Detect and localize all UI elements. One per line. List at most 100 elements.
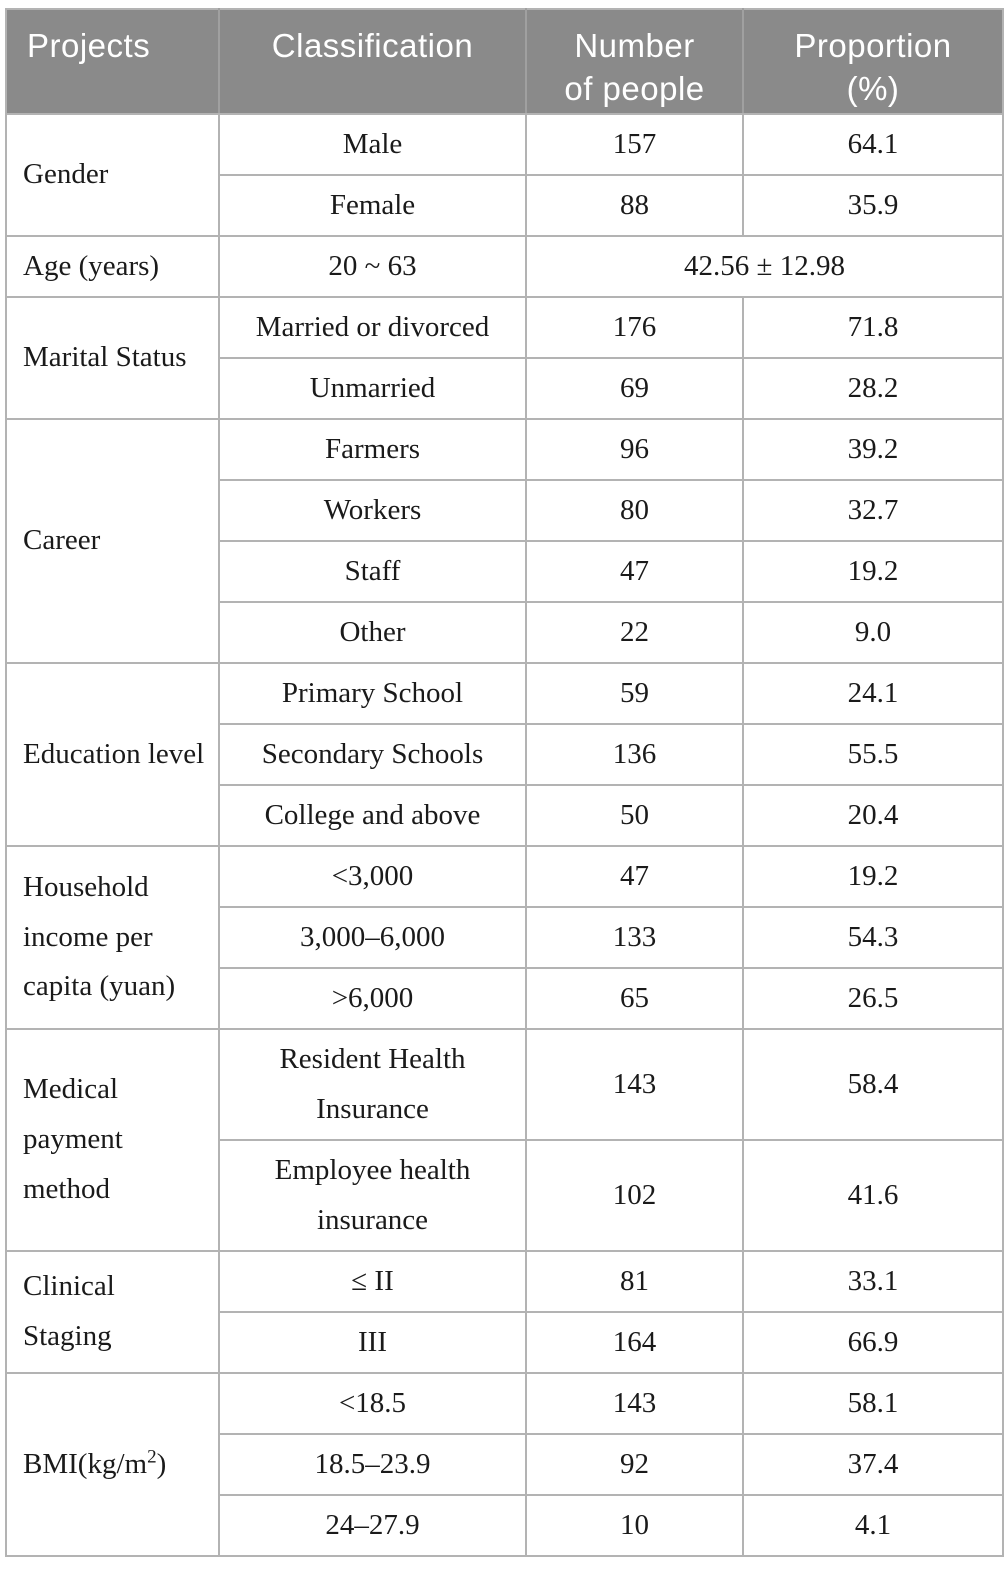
classification-cell: >6,000	[218, 967, 527, 1030]
bmi-label-text: )	[156, 1447, 167, 1480]
project-cell-medical-payment-method: Medical payment method	[5, 1028, 220, 1252]
proportion-cell: 33.1	[742, 1250, 1004, 1313]
proportion-cell: 28.2	[742, 357, 1004, 420]
table-row: Medical payment method Resident Health I…	[5, 1028, 1004, 1252]
header-line: Proportion	[794, 27, 952, 64]
header-line: Projects	[27, 27, 151, 64]
col-header-classification: Classification	[218, 9, 526, 115]
table-row: Household income per capita (yuan) <3,00…	[5, 845, 1004, 1030]
table-row: Secondary Schools 136 55.5	[6, 723, 1004, 786]
count-cell: 22	[525, 601, 744, 664]
project-cell-clinical-staging: Clinical Staging	[5, 1250, 220, 1374]
proportion-cell: 64.1	[742, 113, 1004, 176]
demographics-table: Projects Classification Number of people …	[5, 8, 1004, 1557]
table-row: Age (years) 20 ~ 63 42.56 ± 12.98	[5, 235, 1004, 298]
header-line: Number	[574, 27, 695, 64]
table-row: Workers 80 32.7	[6, 479, 1004, 542]
count-cell: 143	[525, 1028, 744, 1141]
classification-cell: Primary School	[218, 662, 527, 725]
proportion-cell: 4.1	[742, 1494, 1004, 1557]
table-row: Other 22 9.0	[6, 601, 1004, 664]
classification-cell: Married or divorced	[218, 296, 527, 359]
project-cell-bmi: BMI(kg/m2)	[5, 1372, 220, 1557]
project-cell-career: Career	[5, 418, 220, 664]
classification-cell: Resident Health Insurance	[218, 1028, 527, 1141]
header-line: (%)	[846, 69, 900, 107]
bmi-superscript: 2	[147, 1445, 157, 1467]
classification-cell: Other	[218, 601, 527, 664]
table-row: 18.5–23.9 92 37.4	[6, 1433, 1004, 1496]
classification-cell: <3,000	[218, 845, 527, 908]
classification-cell: College and above	[218, 784, 527, 847]
table-row: Unmarried 69 28.2	[6, 357, 1004, 420]
count-cell: 47	[525, 845, 744, 908]
proportion-cell: 55.5	[742, 723, 1004, 786]
classification-cell: 20 ~ 63	[218, 235, 527, 298]
table-row: Education level Primary School 59 24.1	[5, 662, 1004, 847]
classification-cell: Secondary Schools	[218, 723, 527, 786]
count-cell: 10	[525, 1494, 744, 1557]
table-row: Employee health insurance 102 41.6	[6, 1139, 1004, 1252]
classification-cell: Female	[218, 174, 527, 237]
table-row: Marital Status Married or divorced 176 7…	[5, 296, 1004, 420]
table-row: 3,000–6,000 133 54.3	[6, 906, 1004, 969]
proportion-cell: 35.9	[742, 174, 1004, 237]
count-cell: 133	[525, 906, 744, 969]
count-cell: 81	[525, 1250, 744, 1313]
classification-cell: Unmarried	[218, 357, 527, 420]
proportion-cell: 66.9	[742, 1311, 1004, 1374]
proportion-cell: 32.7	[742, 479, 1004, 542]
classification-cell: Workers	[218, 479, 527, 542]
age-mean-sd-cell: 42.56 ± 12.98	[525, 235, 1004, 298]
classification-cell: III	[218, 1311, 527, 1374]
count-cell: 47	[525, 540, 744, 603]
proportion-cell: 24.1	[742, 662, 1004, 725]
header-line: of people	[564, 69, 705, 107]
count-cell: 164	[525, 1311, 744, 1374]
classification-cell: <18.5	[218, 1372, 527, 1435]
count-cell: 88	[525, 174, 744, 237]
count-cell: 143	[525, 1372, 744, 1435]
proportion-cell: 39.2	[742, 418, 1004, 481]
table-row: Clinical Staging ≤ II 81 33.1	[5, 1250, 1004, 1374]
classification-cell: ≤ II	[218, 1250, 527, 1313]
bmi-label-text: BMI(kg/m	[23, 1447, 148, 1480]
table-row: College and above 50 20.4	[6, 784, 1004, 847]
col-header-proportion: Proportion (%)	[742, 9, 1003, 115]
count-cell: 96	[525, 418, 744, 481]
table-row: III 164 66.9	[6, 1311, 1004, 1374]
proportion-cell: 20.4	[742, 784, 1004, 847]
count-cell: 50	[525, 784, 744, 847]
project-cell-marital-status: Marital Status	[5, 296, 220, 420]
table-row: >6,000 65 26.5	[6, 967, 1004, 1030]
col-header-number-of-people: Number of people	[525, 9, 743, 115]
count-cell: 176	[525, 296, 744, 359]
table-row: 24–27.9 10 4.1	[6, 1494, 1004, 1557]
count-cell: 69	[525, 357, 744, 420]
count-cell: 136	[525, 723, 744, 786]
count-cell: 59	[525, 662, 744, 725]
classification-cell: 24–27.9	[218, 1494, 527, 1557]
proportion-cell: 54.3	[742, 906, 1004, 969]
table-header: Projects Classification Number of people …	[6, 9, 1003, 115]
classification-cell: Farmers	[218, 418, 527, 481]
table-row: Gender Male 157 64.1	[5, 113, 1004, 237]
header-row: Projects Classification Number of people …	[6, 9, 1003, 115]
count-cell: 65	[525, 967, 744, 1030]
proportion-cell: 9.0	[742, 601, 1004, 664]
project-cell-education-level: Education level	[5, 662, 220, 847]
proportion-cell: 19.2	[742, 540, 1004, 603]
proportion-cell: 71.8	[742, 296, 1004, 359]
table-row: Career Farmers 96 39.2	[5, 418, 1004, 664]
classification-cell: Employee health insurance	[218, 1139, 527, 1252]
count-cell: 80	[525, 479, 744, 542]
count-cell: 92	[525, 1433, 744, 1496]
project-cell-household-income: Household income per capita (yuan)	[5, 845, 220, 1030]
proportion-cell: 37.4	[742, 1433, 1004, 1496]
table-row: BMI(kg/m2) <18.5 143 58.1	[5, 1372, 1004, 1557]
proportion-cell: 58.1	[742, 1372, 1004, 1435]
project-cell-age: Age (years)	[5, 235, 220, 298]
proportion-cell: 41.6	[742, 1139, 1004, 1252]
proportion-cell: 26.5	[742, 967, 1004, 1030]
classification-cell: 18.5–23.9	[218, 1433, 527, 1496]
